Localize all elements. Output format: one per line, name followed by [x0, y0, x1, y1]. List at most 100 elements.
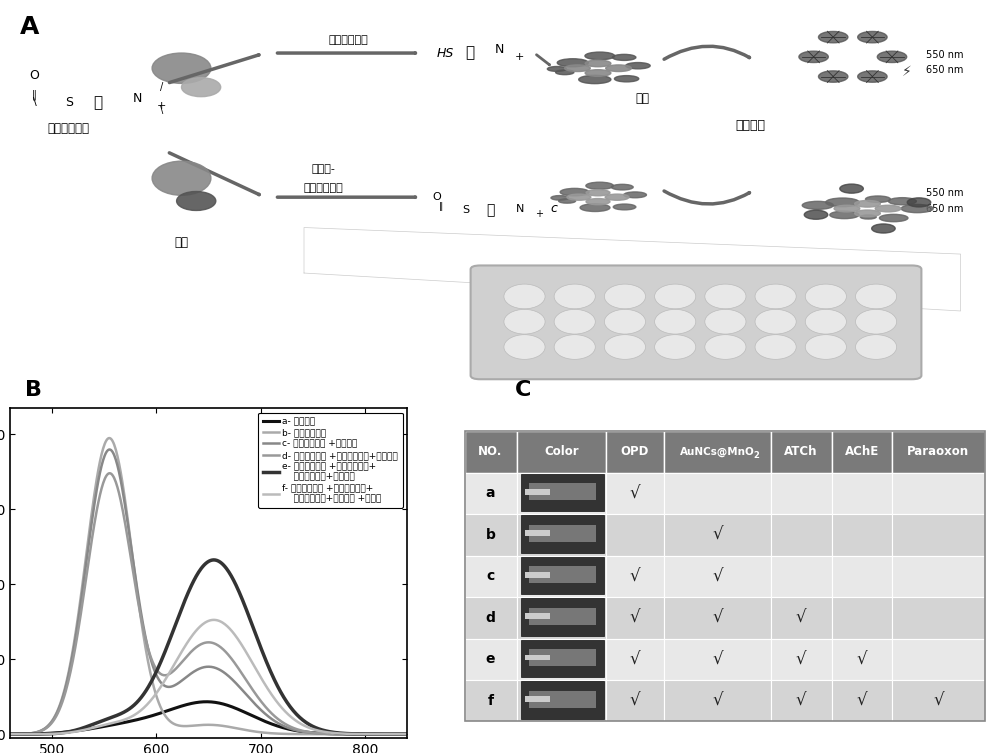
Text: 分解: 分解 [635, 92, 649, 105]
Text: √: √ [796, 651, 806, 668]
Ellipse shape [152, 53, 211, 84]
Text: OPD: OPD [621, 446, 649, 459]
Ellipse shape [547, 66, 566, 72]
Bar [771, 514, 832, 556]
Text: c: c [486, 569, 495, 584]
Bar [517, 514, 606, 556]
Text: √: √ [630, 692, 640, 710]
Bar [832, 556, 892, 597]
Circle shape [877, 51, 907, 62]
Ellipse shape [504, 309, 545, 334]
Text: N: N [515, 203, 524, 214]
Ellipse shape [626, 62, 650, 69]
Ellipse shape [611, 184, 633, 190]
Text: S: S [65, 96, 73, 109]
Text: √: √ [933, 692, 944, 710]
Bar [465, 514, 517, 556]
Text: f: f [488, 694, 494, 708]
Ellipse shape [612, 54, 636, 60]
Text: Color: Color [544, 446, 579, 459]
Bar [664, 556, 771, 597]
Ellipse shape [826, 198, 859, 206]
Bar [606, 597, 664, 639]
Text: √: √ [712, 526, 723, 544]
Ellipse shape [504, 284, 545, 309]
Ellipse shape [755, 334, 796, 359]
Ellipse shape [182, 78, 221, 96]
Polygon shape [304, 227, 961, 311]
Ellipse shape [605, 194, 629, 200]
Text: /: / [160, 82, 164, 92]
Ellipse shape [551, 196, 569, 200]
Text: c: c [550, 202, 557, 215]
Bar [529, 566, 596, 583]
Bar [521, 681, 604, 719]
Bar [771, 680, 832, 721]
Text: O: O [432, 192, 441, 203]
Bar [525, 614, 550, 619]
Ellipse shape [579, 75, 611, 84]
Text: 550 nm: 550 nm [926, 50, 964, 60]
Ellipse shape [565, 65, 590, 72]
Ellipse shape [879, 215, 908, 221]
Ellipse shape [604, 284, 646, 309]
Text: √: √ [630, 608, 640, 626]
Bar [606, 514, 664, 556]
Bar [832, 680, 892, 721]
Bar [606, 556, 664, 597]
Text: √: √ [712, 651, 723, 668]
Ellipse shape [655, 334, 696, 359]
Bar [892, 473, 985, 514]
Text: √: √ [630, 484, 640, 502]
Bar [664, 639, 771, 680]
Text: √: √ [857, 651, 867, 668]
Text: √: √ [857, 692, 867, 710]
Bar [465, 639, 517, 680]
Text: 抑制: 抑制 [175, 236, 188, 249]
Bar [771, 556, 832, 597]
Ellipse shape [556, 70, 574, 75]
Bar [517, 431, 606, 473]
Text: Paraoxon: Paraoxon [907, 446, 969, 459]
Ellipse shape [855, 210, 880, 217]
Text: N: N [495, 43, 504, 56]
Bar [892, 597, 985, 639]
Text: ⌒: ⌒ [486, 203, 494, 218]
Ellipse shape [805, 334, 846, 359]
Text: ⌒: ⌒ [466, 45, 475, 60]
Ellipse shape [705, 284, 746, 309]
Bar [771, 597, 832, 639]
Bar [525, 489, 550, 495]
Bar [892, 556, 985, 597]
Text: ATCh: ATCh [784, 446, 818, 459]
Text: ⚡: ⚡ [902, 65, 912, 79]
Ellipse shape [557, 59, 588, 67]
Bar [664, 597, 771, 639]
Text: b: b [486, 528, 495, 542]
Text: ‖: ‖ [32, 90, 37, 100]
Bar [664, 473, 771, 514]
Bar [664, 431, 771, 473]
Bar [529, 525, 596, 541]
Bar [892, 431, 985, 473]
Text: 650 nm: 650 nm [926, 65, 964, 75]
Circle shape [907, 198, 931, 207]
Bar [465, 431, 517, 473]
Ellipse shape [802, 201, 833, 209]
Text: 硫代乙酰胆碱: 硫代乙酰胆碱 [48, 123, 90, 136]
Circle shape [858, 32, 887, 43]
Text: 乙酰胆碱酯酶: 乙酰胆碱酯酶 [304, 183, 343, 193]
Ellipse shape [655, 309, 696, 334]
Ellipse shape [606, 65, 631, 72]
Bar [892, 680, 985, 721]
Bar [606, 473, 664, 514]
Ellipse shape [624, 192, 646, 198]
Bar [525, 530, 550, 536]
Ellipse shape [888, 198, 916, 205]
Bar [525, 655, 550, 660]
Bar [521, 640, 604, 678]
Bar [517, 680, 606, 721]
Bar [517, 597, 606, 639]
Circle shape [804, 210, 828, 219]
Circle shape [840, 184, 863, 194]
